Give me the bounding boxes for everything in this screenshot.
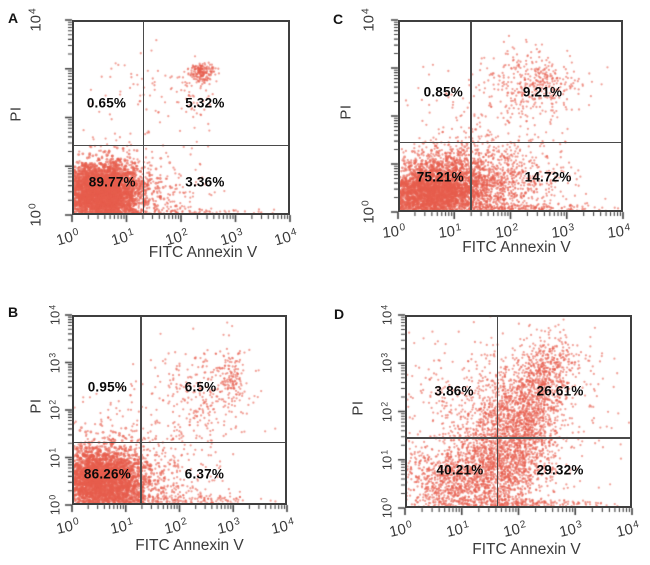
y-tick-label: 100: [27, 203, 45, 227]
quadrant-pct-lower-right: 14.72%: [524, 169, 572, 185]
x-axis-title-b: FITC Annexin V: [135, 537, 244, 554]
y-tick-label: 104: [47, 304, 63, 326]
quadrant-pct-lower-right: 29.32%: [536, 462, 584, 478]
y-tick-label: 101: [47, 447, 63, 468]
quadrant-pct-upper-left: 0.65%: [86, 95, 127, 111]
x-tick-label: 100: [381, 222, 406, 242]
y-tick-label: 104: [360, 8, 378, 32]
quadrant-gate-vertical: [140, 317, 142, 503]
quadrant-pct-lower-right: 6.37%: [184, 466, 225, 482]
y-axis-title-b: PI: [27, 398, 45, 414]
quadrant-pct-upper-right: 6.5%: [184, 379, 217, 395]
panel-letter-b: B: [8, 304, 19, 320]
x-axis-title-d: FITC Annexin V: [472, 541, 581, 558]
panel-d-plot: 3.86% 26.61% 40.21% 29.32%: [405, 315, 632, 508]
panel-letter-d: D: [334, 306, 345, 322]
x-axis-title-a: FITC Annexin V: [148, 244, 258, 261]
y-axis-title-d: PI: [349, 400, 367, 416]
y-tick-label: 102: [47, 399, 63, 421]
panel-b-plot: 0.95% 6.5% 86.26% 6.37%: [72, 315, 287, 505]
quadrant-gate-vertical: [496, 317, 499, 506]
quadrant-pct-lower-left: 75.21%: [416, 169, 464, 185]
quadrant-gate-vertical: [470, 22, 472, 210]
y-tick-label: 100: [379, 497, 395, 519]
panel-letter-a: A: [8, 10, 19, 26]
y-tick-label: 100: [360, 200, 378, 224]
quadrant-pct-upper-right: 5.32%: [185, 95, 225, 111]
x-axis-title-c: FITC Annexin V: [462, 239, 571, 256]
y-axis-title-c: PI: [337, 104, 355, 120]
y-tick-label: 102: [379, 401, 395, 422]
y-tick-label: 101: [379, 449, 395, 470]
quadrant-pct-upper-right: 9.21%: [522, 84, 563, 100]
x-tick-label: 102: [493, 222, 519, 242]
quadrant-pct-upper-left: 0.95%: [87, 379, 127, 395]
y-tick-label: 103: [379, 353, 395, 374]
quadrant-gate-horizontal: [407, 437, 630, 439]
quadrant-gate-vertical: [142, 22, 145, 213]
quadrant-gate-horizontal: [74, 144, 288, 147]
quadrant-pct-upper-right: 26.61%: [536, 383, 584, 399]
x-tick-label: 101: [437, 222, 463, 242]
x-tick-label: 103: [550, 222, 575, 242]
panel-a-plot: 0.65% 5.32% 89.77% 3.36%: [72, 20, 290, 215]
x-tick-label: 104: [606, 222, 631, 242]
quadrant-pct-lower-left: 40.21%: [436, 462, 484, 478]
y-axis-title-a: PI: [7, 106, 25, 122]
y-tick-label: 103: [47, 352, 63, 373]
quadrant-pct-upper-left: 0.85%: [423, 84, 463, 100]
quadrant-gate-horizontal: [74, 441, 285, 444]
y-tick-label: 100: [47, 494, 63, 516]
quadrant-gate-horizontal: [400, 141, 621, 144]
panel-letter-c: C: [333, 11, 344, 27]
quadrant-pct-upper-left: 3.86%: [434, 383, 474, 399]
quadrant-pct-lower-left: 86.26%: [83, 466, 131, 482]
panel-c-plot: 0.85% 9.21% 75.21% 14.72%: [398, 20, 623, 212]
y-tick-label: 104: [379, 304, 395, 326]
quadrant-pct-lower-right: 3.36%: [185, 174, 225, 190]
quadrant-pct-lower-left: 89.77%: [88, 174, 136, 190]
y-tick-label: 104: [27, 8, 45, 32]
